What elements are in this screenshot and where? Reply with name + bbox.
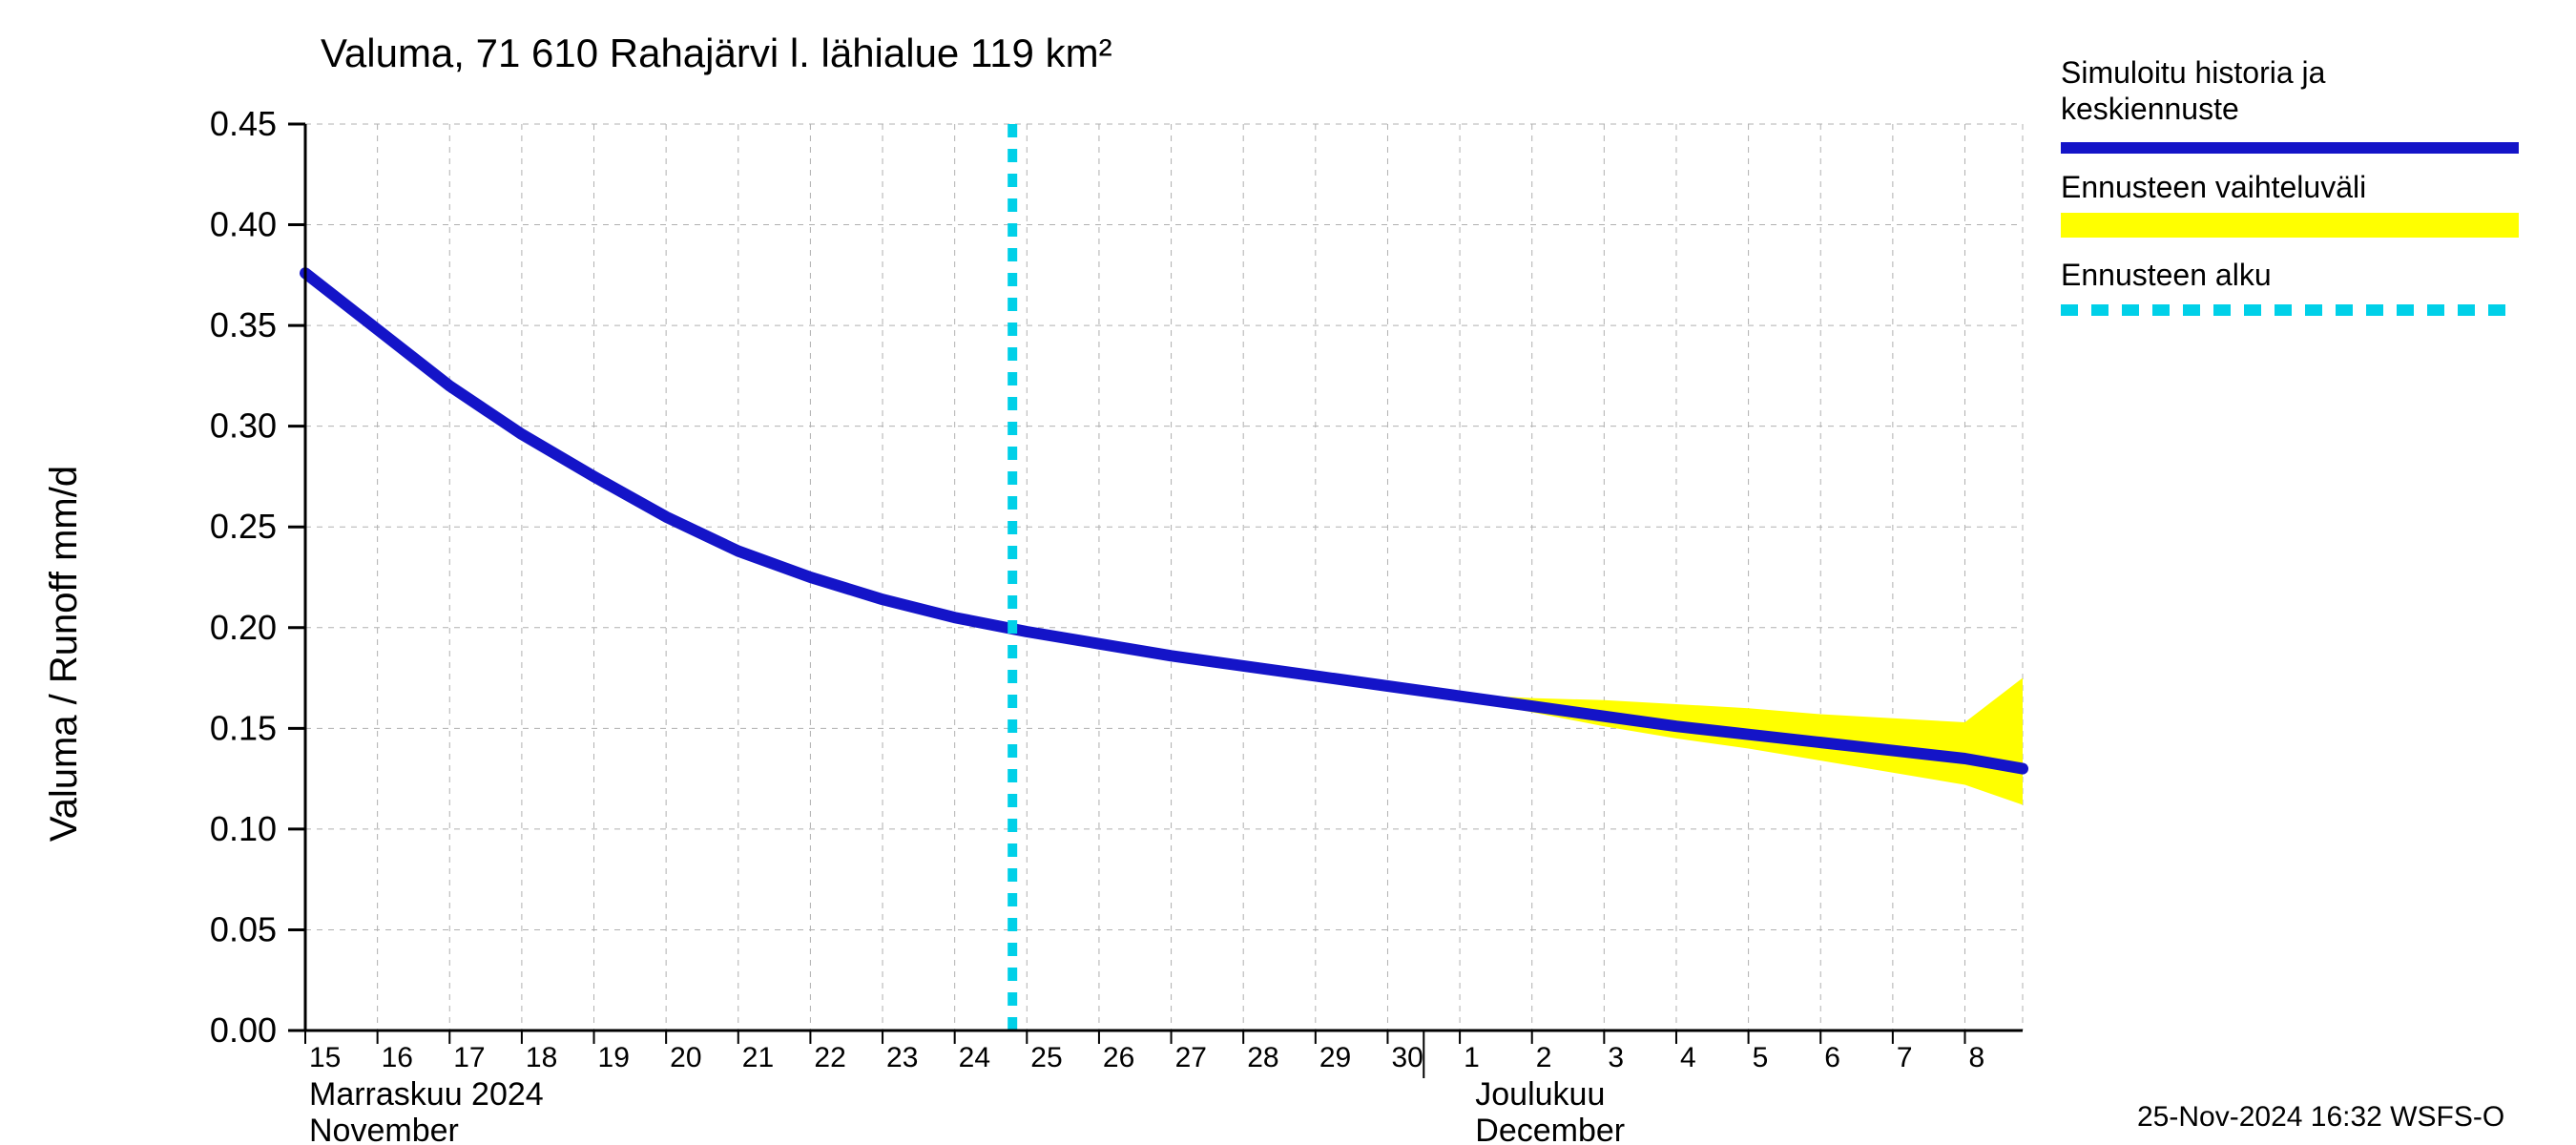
month-label-dec-en: December [1475, 1113, 1625, 1145]
y-tick-label: 0.25 [210, 507, 277, 546]
legend-label-2: Ennusteen vaihteluväli [2061, 170, 2366, 204]
x-day-label: 26 [1103, 1042, 1134, 1073]
x-day-label: 7 [1897, 1042, 1913, 1073]
footer-timestamp: 25-Nov-2024 16:32 WSFS-O [2137, 1101, 2504, 1133]
y-tick-label: 0.00 [210, 1010, 277, 1050]
x-day-label: 30 [1391, 1042, 1423, 1073]
x-day-label: 5 [1753, 1042, 1769, 1073]
x-day-label: 21 [742, 1042, 774, 1073]
y-tick-label: 0.15 [210, 708, 277, 747]
y-tick-label: 0.20 [210, 608, 277, 647]
y-tick-label: 0.10 [210, 809, 277, 848]
runoff-chart: 0.00 0.05 0.10 0.15 0.20 0.25 0.30 0.35 0.40 0.45… [0, 0, 2576, 1145]
legend-label-1a: Simuloitu historia ja [2061, 55, 2326, 90]
x-day-label: 19 [598, 1042, 630, 1073]
chart-title: Valuma, 71 610 Rahajärvi l. lähialue 119… [321, 31, 1112, 75]
x-day-label: 16 [382, 1042, 413, 1073]
x-day-label: 18 [526, 1042, 557, 1073]
x-day-label: 15 [309, 1042, 341, 1073]
y-tick-label: 0.35 [210, 305, 277, 344]
x-day-label: 3 [1608, 1042, 1624, 1073]
y-tick-label: 0.05 [210, 909, 277, 948]
chart-container: 0.00 0.05 0.10 0.15 0.20 0.25 0.30 0.35 0.40 0.45… [0, 0, 2576, 1145]
month-label-nov-fi: Marraskuu 2024 [309, 1076, 544, 1113]
legend-swatch-band [2061, 213, 2519, 238]
y-tick-label: 0.40 [210, 205, 277, 244]
x-day-label: 20 [670, 1042, 701, 1073]
x-day-label: 22 [814, 1042, 845, 1073]
x-day-label: 25 [1030, 1042, 1062, 1073]
x-day-label: 17 [453, 1042, 485, 1073]
x-day-label: 29 [1319, 1042, 1351, 1073]
month-label-dec-fi: Joulukuu [1475, 1076, 1605, 1113]
x-day-label: 23 [886, 1042, 918, 1073]
x-day-label: 6 [1824, 1042, 1840, 1073]
legend-label-3: Ennusteen alku [2061, 258, 2272, 292]
x-day-label: 2 [1536, 1042, 1552, 1073]
y-tick-label: 0.45 [210, 104, 277, 143]
x-day-label: 27 [1175, 1042, 1207, 1073]
x-day-label: 28 [1247, 1042, 1278, 1073]
x-day-label: 4 [1680, 1042, 1696, 1073]
x-day-label: 24 [959, 1042, 990, 1073]
month-label-nov-en: November [309, 1113, 459, 1145]
x-day-label: 8 [1968, 1042, 1984, 1073]
legend-label-1b: keskiennuste [2061, 92, 2239, 126]
y-axis-label: Valuma / Runoff mm/d [43, 466, 85, 842]
y-tick-label: 0.30 [210, 406, 277, 446]
x-day-label: 1 [1464, 1042, 1480, 1073]
